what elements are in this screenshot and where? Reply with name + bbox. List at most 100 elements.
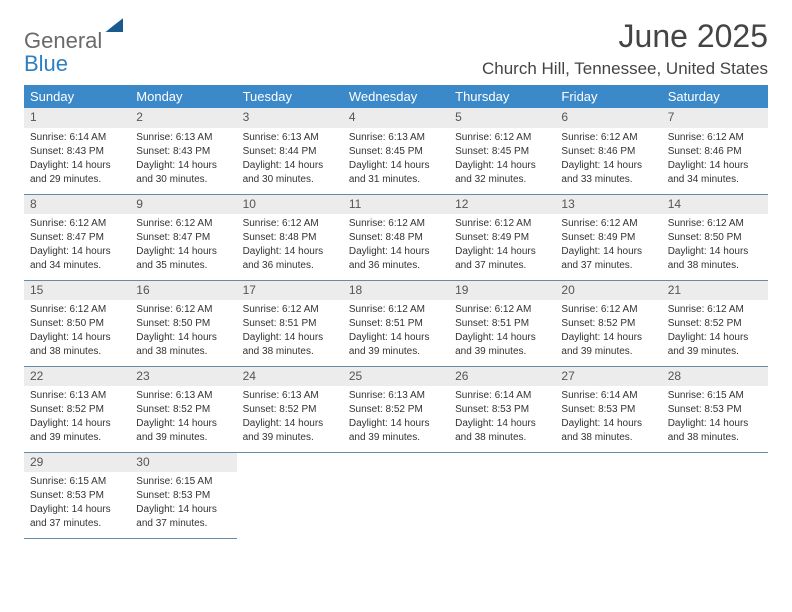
daylight-text: and 38 minutes. — [668, 259, 762, 272]
daylight-text: and 38 minutes. — [455, 431, 549, 444]
calendar-day-cell: 11Sunrise: 6:12 AMSunset: 8:48 PMDayligh… — [343, 194, 449, 280]
daylight-text: Daylight: 14 hours — [668, 245, 762, 258]
calendar-day-cell: 18Sunrise: 6:12 AMSunset: 8:51 PMDayligh… — [343, 280, 449, 366]
calendar-day-cell: 26Sunrise: 6:14 AMSunset: 8:53 PMDayligh… — [449, 366, 555, 452]
day-body: Sunrise: 6:12 AMSunset: 8:46 PMDaylight:… — [555, 128, 661, 191]
daylight-text: Daylight: 14 hours — [668, 417, 762, 430]
sunrise-text: Sunrise: 6:13 AM — [243, 131, 337, 144]
daylight-text: Daylight: 14 hours — [136, 159, 230, 172]
day-number: 11 — [343, 195, 449, 215]
location-label: Church Hill, Tennessee, United States — [482, 59, 768, 79]
sunset-text: Sunset: 8:52 PM — [561, 317, 655, 330]
sunset-text: Sunset: 8:47 PM — [30, 231, 124, 244]
sunrise-text: Sunrise: 6:15 AM — [668, 389, 762, 402]
sunrise-text: Sunrise: 6:12 AM — [668, 217, 762, 230]
day-body: Sunrise: 6:13 AMSunset: 8:44 PMDaylight:… — [237, 128, 343, 191]
daylight-text: and 34 minutes. — [30, 259, 124, 272]
daylight-text: and 38 minutes. — [30, 345, 124, 358]
daylight-text: and 35 minutes. — [136, 259, 230, 272]
sunrise-text: Sunrise: 6:12 AM — [349, 217, 443, 230]
day-number: 25 — [343, 367, 449, 387]
daylight-text: Daylight: 14 hours — [30, 159, 124, 172]
day-body: Sunrise: 6:12 AMSunset: 8:49 PMDaylight:… — [449, 214, 555, 277]
calendar-day-cell — [343, 452, 449, 538]
day-number: 16 — [130, 281, 236, 301]
calendar-day-cell — [662, 452, 768, 538]
daylight-text: Daylight: 14 hours — [561, 159, 655, 172]
sunset-text: Sunset: 8:45 PM — [349, 145, 443, 158]
calendar-week-row: 29Sunrise: 6:15 AMSunset: 8:53 PMDayligh… — [24, 452, 768, 538]
calendar-day-cell: 4Sunrise: 6:13 AMSunset: 8:45 PMDaylight… — [343, 108, 449, 194]
daylight-text: Daylight: 14 hours — [136, 503, 230, 516]
calendar-day-cell: 19Sunrise: 6:12 AMSunset: 8:51 PMDayligh… — [449, 280, 555, 366]
daylight-text: Daylight: 14 hours — [455, 417, 549, 430]
day-number: 28 — [662, 367, 768, 387]
day-number: 4 — [343, 108, 449, 128]
day-body: Sunrise: 6:12 AMSunset: 8:51 PMDaylight:… — [343, 300, 449, 363]
calendar-day-cell: 25Sunrise: 6:13 AMSunset: 8:52 PMDayligh… — [343, 366, 449, 452]
calendar-day-cell: 6Sunrise: 6:12 AMSunset: 8:46 PMDaylight… — [555, 108, 661, 194]
weekday-header: Wednesday — [343, 85, 449, 108]
day-number: 3 — [237, 108, 343, 128]
day-number: 17 — [237, 281, 343, 301]
day-number: 15 — [24, 281, 130, 301]
daylight-text: Daylight: 14 hours — [30, 417, 124, 430]
day-number: 2 — [130, 108, 236, 128]
sunrise-text: Sunrise: 6:13 AM — [349, 131, 443, 144]
sunrise-text: Sunrise: 6:15 AM — [136, 475, 230, 488]
day-body: Sunrise: 6:12 AMSunset: 8:46 PMDaylight:… — [662, 128, 768, 191]
sunrise-text: Sunrise: 6:14 AM — [455, 389, 549, 402]
calendar-day-cell: 13Sunrise: 6:12 AMSunset: 8:49 PMDayligh… — [555, 194, 661, 280]
sunrise-text: Sunrise: 6:12 AM — [561, 217, 655, 230]
daylight-text: and 38 minutes. — [243, 345, 337, 358]
day-body: Sunrise: 6:12 AMSunset: 8:45 PMDaylight:… — [449, 128, 555, 191]
daylight-text: Daylight: 14 hours — [30, 245, 124, 258]
day-body: Sunrise: 6:12 AMSunset: 8:51 PMDaylight:… — [449, 300, 555, 363]
sunrise-text: Sunrise: 6:12 AM — [455, 217, 549, 230]
day-number: 24 — [237, 367, 343, 387]
daylight-text: Daylight: 14 hours — [136, 245, 230, 258]
brand-logo: General Blue — [24, 18, 123, 76]
sunrise-text: Sunrise: 6:14 AM — [561, 389, 655, 402]
sunrise-text: Sunrise: 6:12 AM — [30, 303, 124, 316]
daylight-text: Daylight: 14 hours — [561, 245, 655, 258]
day-body: Sunrise: 6:12 AMSunset: 8:47 PMDaylight:… — [24, 214, 130, 277]
daylight-text: Daylight: 14 hours — [455, 159, 549, 172]
daylight-text: and 39 minutes. — [455, 345, 549, 358]
day-body: Sunrise: 6:12 AMSunset: 8:50 PMDaylight:… — [662, 214, 768, 277]
sunset-text: Sunset: 8:46 PM — [561, 145, 655, 158]
day-number: 12 — [449, 195, 555, 215]
daylight-text: Daylight: 14 hours — [349, 159, 443, 172]
daylight-text: Daylight: 14 hours — [243, 417, 337, 430]
sunrise-text: Sunrise: 6:13 AM — [243, 389, 337, 402]
day-body: Sunrise: 6:13 AMSunset: 8:45 PMDaylight:… — [343, 128, 449, 191]
weekday-header: Thursday — [449, 85, 555, 108]
day-body: Sunrise: 6:15 AMSunset: 8:53 PMDaylight:… — [662, 386, 768, 449]
weekday-header: Sunday — [24, 85, 130, 108]
sunset-text: Sunset: 8:53 PM — [136, 489, 230, 502]
weekday-header: Friday — [555, 85, 661, 108]
sunrise-text: Sunrise: 6:14 AM — [30, 131, 124, 144]
weekday-header: Monday — [130, 85, 236, 108]
sunset-text: Sunset: 8:50 PM — [136, 317, 230, 330]
calendar-day-cell: 22Sunrise: 6:13 AMSunset: 8:52 PMDayligh… — [24, 366, 130, 452]
calendar-day-cell: 1Sunrise: 6:14 AMSunset: 8:43 PMDaylight… — [24, 108, 130, 194]
sunrise-text: Sunrise: 6:15 AM — [30, 475, 124, 488]
day-body: Sunrise: 6:12 AMSunset: 8:49 PMDaylight:… — [555, 214, 661, 277]
daylight-text: and 37 minutes. — [136, 517, 230, 530]
sunset-text: Sunset: 8:49 PM — [455, 231, 549, 244]
sunset-text: Sunset: 8:46 PM — [668, 145, 762, 158]
daylight-text: Daylight: 14 hours — [30, 503, 124, 516]
calendar-day-cell: 24Sunrise: 6:13 AMSunset: 8:52 PMDayligh… — [237, 366, 343, 452]
calendar-day-cell: 12Sunrise: 6:12 AMSunset: 8:49 PMDayligh… — [449, 194, 555, 280]
daylight-text: Daylight: 14 hours — [455, 331, 549, 344]
daylight-text: and 37 minutes. — [455, 259, 549, 272]
sunrise-text: Sunrise: 6:12 AM — [668, 131, 762, 144]
sunrise-text: Sunrise: 6:12 AM — [243, 303, 337, 316]
calendar-table: Sunday Monday Tuesday Wednesday Thursday… — [24, 85, 768, 539]
daylight-text: Daylight: 14 hours — [136, 331, 230, 344]
sunset-text: Sunset: 8:53 PM — [30, 489, 124, 502]
calendar-day-cell — [449, 452, 555, 538]
calendar-week-row: 1Sunrise: 6:14 AMSunset: 8:43 PMDaylight… — [24, 108, 768, 194]
calendar-day-cell: 7Sunrise: 6:12 AMSunset: 8:46 PMDaylight… — [662, 108, 768, 194]
